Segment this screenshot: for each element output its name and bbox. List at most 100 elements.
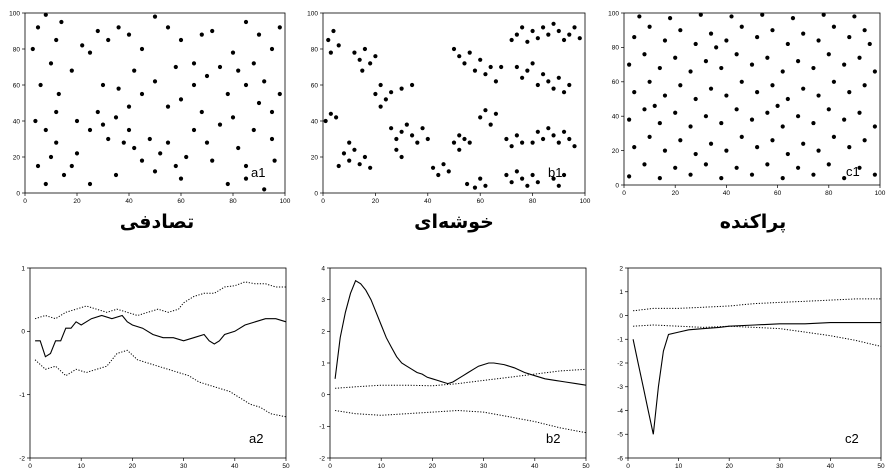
data-point (415, 140, 420, 145)
data-point (328, 50, 333, 55)
data-point (572, 144, 577, 149)
data-point (551, 21, 556, 26)
data-point (765, 162, 770, 167)
data-point (236, 145, 241, 151)
data-point (801, 31, 806, 36)
data-point (236, 68, 241, 73)
data-point (488, 122, 493, 127)
y-tick-label: 2 (321, 329, 325, 336)
data-point (269, 109, 275, 115)
data-point (795, 114, 801, 119)
data-point (821, 12, 826, 17)
data-point (862, 138, 867, 143)
data-point (509, 144, 514, 149)
data-point (59, 19, 64, 25)
data-point (572, 25, 577, 30)
y-tick-label: -2 (617, 360, 623, 367)
data-point (178, 176, 184, 181)
data-point (132, 145, 137, 151)
data-point (567, 32, 572, 37)
data-point (842, 62, 847, 67)
data-point (126, 104, 132, 109)
data-point (530, 172, 535, 178)
chart-a1: 0 20 40 60 80 100 0 20 40 60 80 100 a1 (9, 10, 291, 205)
data-point (113, 115, 119, 120)
data-point (139, 158, 145, 163)
data-point (567, 82, 572, 88)
y-tick-label: 0 (619, 313, 623, 320)
x-tick-label: 80 (529, 198, 537, 205)
data-point (749, 172, 755, 177)
data-point (724, 38, 729, 43)
data-point (535, 82, 540, 88)
data-point (121, 140, 126, 145)
envelope-series-line (34, 281, 286, 320)
data-point (785, 96, 790, 102)
data-point (191, 61, 197, 66)
data-point (457, 54, 462, 59)
data-point (472, 68, 478, 73)
data-point (373, 54, 378, 59)
data-point (514, 64, 519, 70)
data-point (719, 120, 724, 126)
y-tick-label: 100 (9, 10, 20, 17)
data-point (698, 12, 703, 17)
panel-label: b2 (546, 431, 560, 446)
data-point (567, 136, 572, 142)
data-point (48, 154, 54, 160)
x-tick-label: 80 (825, 190, 833, 197)
data-point (514, 169, 519, 174)
data-point (637, 14, 642, 19)
envelope-series-line (34, 349, 287, 418)
plot-frame (623, 12, 881, 186)
data-point (328, 111, 333, 116)
data-point (43, 181, 48, 187)
data-point (729, 14, 734, 19)
data-point (678, 83, 683, 88)
data-point (535, 129, 540, 134)
data-point (577, 36, 582, 41)
data-point (525, 39, 530, 44)
data-point (465, 181, 470, 187)
data-point (760, 12, 765, 17)
data-point (368, 61, 373, 66)
data-point (826, 107, 831, 112)
data-point (334, 115, 339, 120)
x-tick-label: 40 (125, 198, 133, 205)
data-point (693, 151, 698, 157)
data-point (30, 46, 35, 52)
data-point (862, 83, 867, 88)
data-point (847, 34, 852, 40)
data-point (627, 174, 632, 179)
data-point (478, 57, 483, 62)
data-point (749, 62, 755, 67)
data-point (734, 52, 739, 57)
data-point (714, 45, 719, 50)
y-tick-label: 100 (608, 10, 619, 17)
data-point (525, 68, 530, 73)
y-tick-label: 60 (612, 79, 620, 86)
data-point (831, 134, 837, 139)
data-point (95, 109, 100, 115)
y-tick-label: 80 (13, 46, 21, 53)
data-point (520, 75, 525, 80)
data-point (152, 79, 158, 84)
data-point (755, 145, 760, 150)
y-tick-label: 4 (321, 265, 325, 272)
data-point (708, 86, 714, 91)
data-point (132, 68, 137, 73)
data-point (446, 169, 451, 174)
data-point (262, 79, 267, 84)
x-tick-label: 0 (622, 190, 626, 197)
data-point (673, 165, 678, 170)
observed-series-line (334, 279, 587, 386)
data-point (277, 25, 282, 30)
data-point (816, 38, 821, 43)
data-point (87, 50, 93, 55)
y-tick-label: -1 (19, 392, 25, 399)
data-point (378, 82, 383, 88)
data-point (693, 96, 698, 102)
data-point (867, 41, 872, 47)
data-point (826, 162, 831, 167)
data-point (48, 61, 54, 66)
